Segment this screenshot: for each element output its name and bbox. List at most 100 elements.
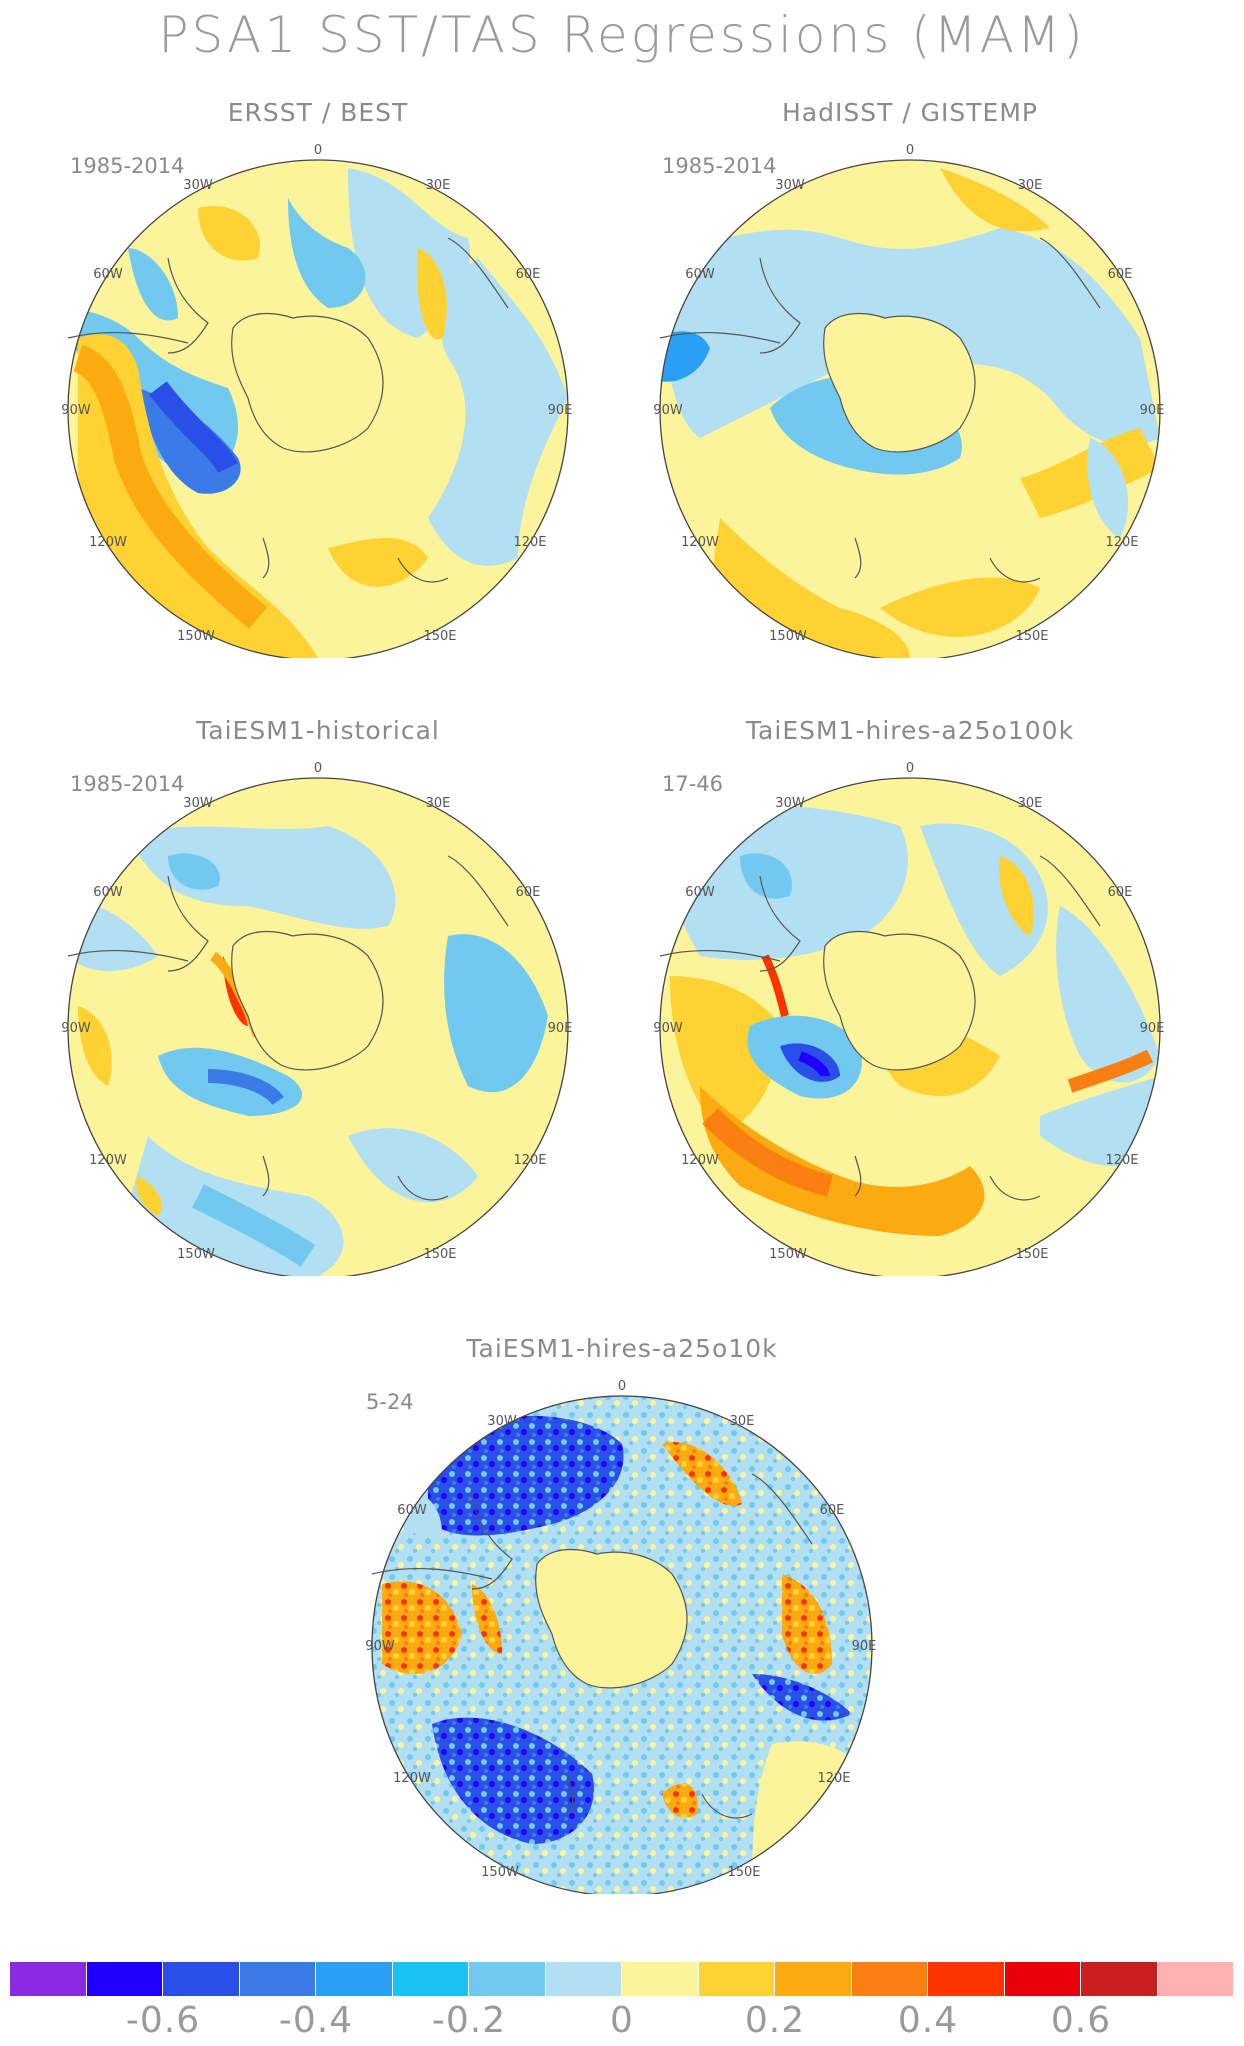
lon-label: 150W [769, 629, 807, 644]
colorbar-swatch [316, 1962, 393, 1996]
map-region [288, 198, 366, 308]
lon-label: 30E [1018, 178, 1043, 193]
colorbar-tick-label: -0.6 [125, 2000, 201, 2041]
map-region [427, 1415, 624, 1536]
panel-ersst-best: ERSST / BEST 1985-2014 0 30E 60E 90E [48, 98, 588, 658]
lon-label: 150E [1015, 629, 1048, 644]
figure-title: PSA1 SST/TAS Regressions (MAM) [158, 6, 1086, 64]
lon-label: 0 [314, 761, 322, 776]
lon-label: 0 [906, 143, 914, 158]
antarctica-outline [535, 1548, 688, 1689]
map-boundary [659, 159, 1161, 658]
lon-label: 30E [426, 178, 451, 193]
lon-label: 120W [681, 535, 719, 550]
panel-taiesm1-historical: TaiESM1-historical 1985-2014 0 30E [48, 716, 588, 1276]
colorbar-tick-label: -0.2 [431, 2000, 507, 2041]
map-region [880, 577, 1040, 637]
colorbar-swatch [392, 1962, 469, 1996]
polar-map: 0 30E 60E 90E 120E 150E 180 150W 120W 90… [365, 1379, 876, 1894]
map-region [198, 206, 260, 261]
map-boundary [67, 777, 569, 1276]
lon-label: 120E [1105, 535, 1138, 550]
lon-label: 60W [397, 1503, 427, 1518]
lon-label: 90E [1140, 403, 1165, 418]
lon-label: 60E [820, 1503, 845, 1518]
lon-label: 30W [775, 178, 805, 193]
lon-label: 150E [423, 1247, 456, 1262]
panel-period: 1985-2014 [70, 154, 185, 178]
lon-label: 90W [653, 1021, 683, 1036]
map-region [920, 823, 1048, 976]
panel-taiesm1-hires-a25o100k: TaiESM1-hires-a25o100k 17-46 [640, 716, 1180, 1276]
map-region [128, 248, 178, 321]
panel-title: TaiESM1-hires-a25o10k [466, 1334, 778, 1363]
panel-title: ERSST / BEST [227, 98, 409, 127]
colorbar-swatch [775, 1962, 852, 1996]
lon-label: 120W [681, 1153, 719, 1168]
lon-label: 0 [314, 143, 322, 158]
map-region [417, 248, 447, 340]
map-region [78, 334, 318, 658]
map-region [432, 1717, 594, 1844]
colorbar [10, 1962, 1234, 1996]
colorbar-labels: -0.6 -0.4 -0.2 0 0.2 0.4 0.6 [10, 2000, 1234, 2046]
panel-period: 5-24 [366, 1390, 414, 1414]
lon-label: 0 [906, 761, 914, 776]
lon-label: 90E [548, 403, 573, 418]
lon-label: 60E [1108, 267, 1133, 282]
map-region [328, 538, 428, 587]
colorbar-tick-label: 0.2 [744, 2000, 806, 2041]
lon-label: 30W [183, 178, 213, 193]
colorbar-swatch [86, 1962, 163, 1996]
panel-title: TaiESM1-hires-a25o100k [745, 716, 1075, 745]
colorbar-swatch [1081, 1962, 1158, 1996]
colorbar-tick-label: -0.4 [278, 2000, 354, 2041]
colorbar-swatch [1157, 1962, 1234, 1996]
map-region [940, 168, 1050, 232]
colorbar-tick-label: 0.6 [1050, 2000, 1112, 2041]
lon-label: 120W [89, 535, 127, 550]
colorbar-swatch [239, 1962, 316, 1996]
colorbar-swatch [1004, 1962, 1081, 1996]
colorbar-tick-label: 0 [610, 2000, 634, 2041]
lon-label: 120E [513, 1153, 546, 1168]
colorbar-swatch [622, 1962, 699, 1996]
map-region [1087, 438, 1129, 538]
polar-map: 0 30E 60E 90E 120E 150E 180 150W 120W 90… [61, 761, 573, 1276]
lon-label: 0 [618, 1379, 626, 1394]
map-region [168, 853, 220, 890]
lon-label: 150W [769, 1247, 807, 1262]
lon-label: 150E [423, 629, 456, 644]
lon-label: 90W [61, 1021, 91, 1036]
lon-label: 150E [1015, 1247, 1048, 1262]
antarctica-outline [823, 930, 976, 1071]
map-region [782, 1574, 832, 1674]
colorbar-swatch [545, 1962, 622, 1996]
map-region [752, 1674, 852, 1721]
colorbar-swatch [10, 1962, 87, 1996]
lon-label: 60E [516, 267, 541, 282]
map-region [670, 976, 780, 1136]
lon-label: 30W [775, 796, 805, 811]
lon-label: 90W [61, 403, 91, 418]
colorbar-swatch [851, 1962, 928, 1996]
lon-label: 60W [685, 885, 715, 900]
map-region [1040, 1076, 1160, 1167]
map-boundary [371, 1395, 873, 1894]
map-region [348, 1128, 478, 1203]
lon-label: 90W [653, 403, 683, 418]
map-region [999, 856, 1034, 936]
colorbar-tick-label: 0.4 [897, 2000, 959, 2041]
map-region [662, 1442, 742, 1506]
map-region [444, 934, 548, 1093]
lon-label: 90E [548, 1021, 573, 1036]
map-region [740, 853, 792, 899]
colorbar-swatch [928, 1962, 1005, 1996]
panel-period: 1985-2014 [662, 154, 777, 178]
panel-taiesm1-hires-a25o10k: TaiESM1-hires-a25o10k 5-24 [352, 1334, 892, 1894]
map-region [428, 258, 568, 566]
map-region [752, 1741, 872, 1894]
polar-map: 0 30E 60E 90E 120E 150E 180 150W 120W 90… [653, 143, 1165, 658]
map-region [136, 1176, 162, 1216]
lon-label: 120E [1105, 1153, 1138, 1168]
